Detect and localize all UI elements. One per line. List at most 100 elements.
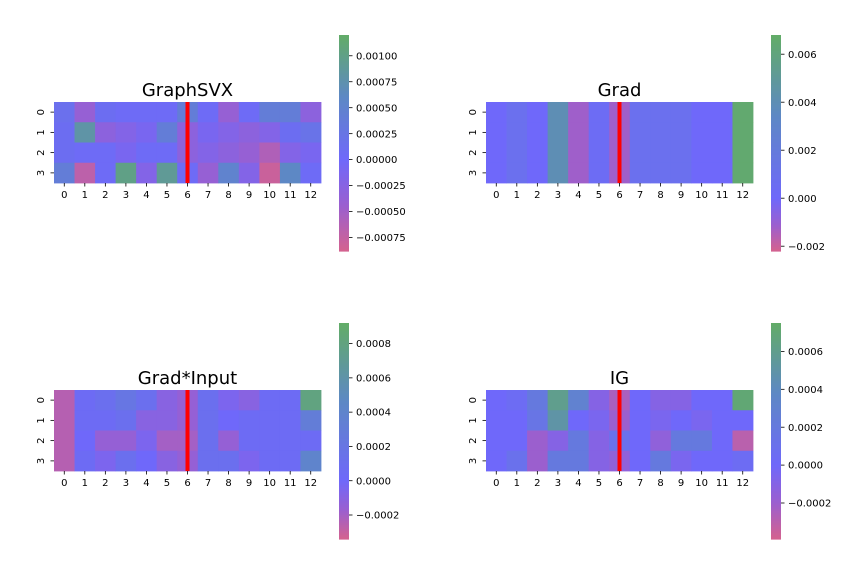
heatmap-cell (732, 102, 754, 123)
colorbar-segment (771, 515, 781, 518)
colorbar-segment (339, 449, 349, 452)
x-tick-label: 0 (493, 478, 499, 489)
colorbar-segment (771, 41, 781, 44)
colorbar-segment (339, 69, 349, 72)
heatmap-cell (691, 122, 713, 143)
heatmap-cell (629, 102, 651, 123)
colorbar-segment (771, 341, 781, 344)
colorbar-segment (339, 335, 349, 338)
heatmap-cell (629, 122, 651, 143)
heatmap-cell (568, 162, 590, 184)
colorbar: −0.002 0.000 0.002 0.004 0.006 (771, 35, 825, 253)
colorbar-segment (339, 517, 349, 520)
colorbar-segment (771, 163, 781, 166)
colorbar-segment (771, 79, 781, 82)
colorbar-segment (339, 87, 349, 90)
colorbar-segment (339, 487, 349, 490)
colorbar-segment (339, 173, 349, 176)
colorbar-segment (339, 155, 349, 158)
colorbar-segment (339, 235, 349, 238)
y-tick-label: 0 (468, 109, 479, 115)
heatmap-cell (670, 122, 692, 143)
heatmap-cell (670, 410, 692, 431)
colorbar-segment (339, 357, 349, 360)
colorbar-segment (771, 237, 781, 240)
colorbar-segment (771, 245, 781, 248)
y-tick-label: 1 (468, 417, 479, 423)
heatmap-cell (54, 142, 75, 164)
heatmap-cell (259, 390, 281, 411)
colorbar-segment (771, 359, 781, 362)
colorbar-segment (771, 45, 781, 48)
y-tick-label: 0 (36, 109, 47, 115)
heatmap-cell (197, 122, 219, 143)
colorbar-segment (339, 211, 349, 214)
heatmap-cell (568, 450, 590, 472)
colorbar-segment (339, 81, 349, 84)
heatmap-cell (115, 410, 137, 431)
colorbar-segment (339, 491, 349, 494)
heatmap-cell (156, 430, 178, 452)
colorbar-segment (771, 459, 781, 462)
heatmap-cell (156, 122, 178, 143)
colorbar-segment (771, 509, 781, 512)
colorbar-segment (771, 123, 781, 126)
colorbar-segment (771, 103, 781, 106)
colorbar-segment (339, 465, 349, 468)
colorbar-segment (771, 223, 781, 226)
colorbar-segment (771, 241, 781, 244)
colorbar-segment (771, 391, 781, 394)
colorbar-segment (339, 197, 349, 200)
heatmap-cell (218, 410, 240, 431)
heatmap-cell (238, 142, 260, 164)
heatmap-cell (527, 390, 549, 411)
x-tick-label: 0 (61, 190, 67, 201)
colorbar-segment (771, 469, 781, 472)
colorbar-segment (339, 193, 349, 196)
colorbar-segment (339, 523, 349, 526)
colorbar-segment (339, 229, 349, 232)
heatmap-cell (259, 102, 281, 123)
heatmap-cell (136, 122, 158, 143)
x-tick-label: 9 (678, 478, 684, 489)
colorbar-segment (339, 341, 349, 344)
colorbar-segment (771, 483, 781, 486)
colorbar-segment (339, 189, 349, 192)
heatmap-cell (197, 102, 219, 123)
colorbar-segment (339, 57, 349, 60)
colorbar-segment (771, 231, 781, 234)
x-tick-label: 2 (102, 190, 108, 201)
x-tick-label: 10 (263, 478, 276, 489)
colorbar-segment (771, 371, 781, 374)
colorbar-segment (339, 509, 349, 512)
colorbar-segment (771, 247, 781, 250)
colorbar-segment (771, 537, 781, 540)
chart-title: GraphSVX (142, 80, 233, 101)
colorbar-tick-label: −0.00025 (356, 181, 406, 192)
colorbar-tick-label: −0.00050 (356, 207, 406, 218)
colorbar-tick-label: −0.0002 (356, 511, 399, 522)
heatmap-cell (300, 142, 322, 164)
colorbar-segment (339, 217, 349, 220)
colorbar-segment (771, 529, 781, 532)
colorbar-segment (339, 79, 349, 82)
colorbar-segment (339, 115, 349, 118)
heatmap-cell (238, 162, 260, 184)
colorbar-segment (339, 93, 349, 96)
colorbar-segment (339, 473, 349, 476)
heatmap-cell (568, 430, 590, 452)
colorbar-segment (339, 401, 349, 404)
heatmap-cell (218, 430, 240, 452)
colorbar-segment (771, 465, 781, 468)
y-tick-label: 0 (36, 397, 47, 403)
colorbar-tick-label: −0.002 (788, 242, 825, 253)
heatmap-cell (74, 162, 96, 184)
colorbar-segment (339, 339, 349, 342)
colorbar-segment (771, 493, 781, 496)
colorbar-segment (339, 373, 349, 376)
colorbar-segment (771, 199, 781, 202)
heatmap-cell (711, 102, 733, 123)
colorbar-segment (339, 37, 349, 40)
